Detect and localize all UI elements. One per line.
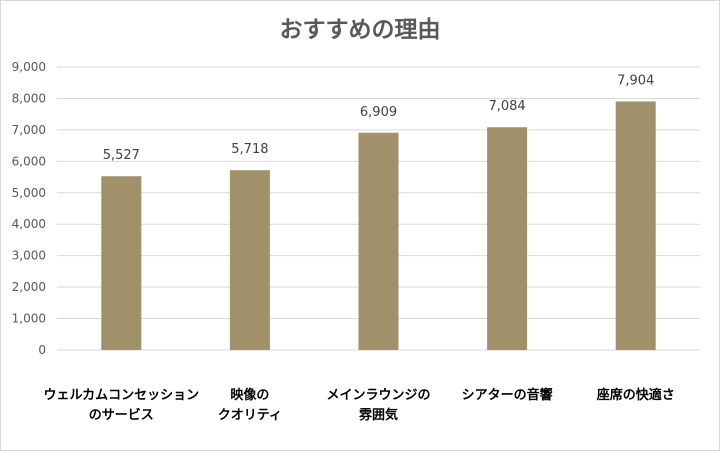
category-label: 映像の xyxy=(230,387,269,403)
category-label: メインラウンジの xyxy=(326,388,430,403)
y-tick-label: 7,000 xyxy=(12,123,46,137)
y-tick-label: 1,000 xyxy=(12,312,46,326)
category-label: シアターの音響 xyxy=(462,387,553,403)
y-tick-label: 2,000 xyxy=(12,280,46,294)
y-tick-label: 4,000 xyxy=(12,217,46,231)
category-label: クオリティ xyxy=(218,408,282,423)
data-label: 7,904 xyxy=(617,73,654,88)
y-tick-label: 9,000 xyxy=(12,60,46,74)
y-tick-label: 8,000 xyxy=(12,91,46,105)
category-label: 雰囲気 xyxy=(359,407,398,423)
bar xyxy=(358,132,399,350)
bars xyxy=(101,101,656,351)
chart-title: おすすめの理由 xyxy=(280,17,441,43)
gridlines xyxy=(57,66,700,351)
data-label: 7,084 xyxy=(488,99,525,114)
y-tick-label: 6,000 xyxy=(12,154,46,168)
bar xyxy=(229,170,270,350)
bar xyxy=(615,101,656,351)
data-label: 6,909 xyxy=(360,105,397,120)
category-label: のサービス xyxy=(89,407,154,423)
category-label: ウェルカムコンセッション xyxy=(43,388,199,403)
y-axis-tick-labels: 0 1,000 2,000 3,000 4,000 5,000 6,000 7,000 8,00… xyxy=(12,60,46,357)
data-labels: 5,527 5,718 6,909 7,084 7,904 xyxy=(103,73,655,163)
bar xyxy=(101,176,142,350)
data-label: 5,718 xyxy=(231,142,268,157)
category-label: 座席の快適さ xyxy=(596,387,675,403)
y-tick-label: 5,000 xyxy=(12,186,46,200)
y-tick-label: 0 xyxy=(38,343,46,357)
y-tick-label: 3,000 xyxy=(12,249,46,263)
bar xyxy=(487,127,528,350)
data-label: 5,527 xyxy=(103,148,140,163)
